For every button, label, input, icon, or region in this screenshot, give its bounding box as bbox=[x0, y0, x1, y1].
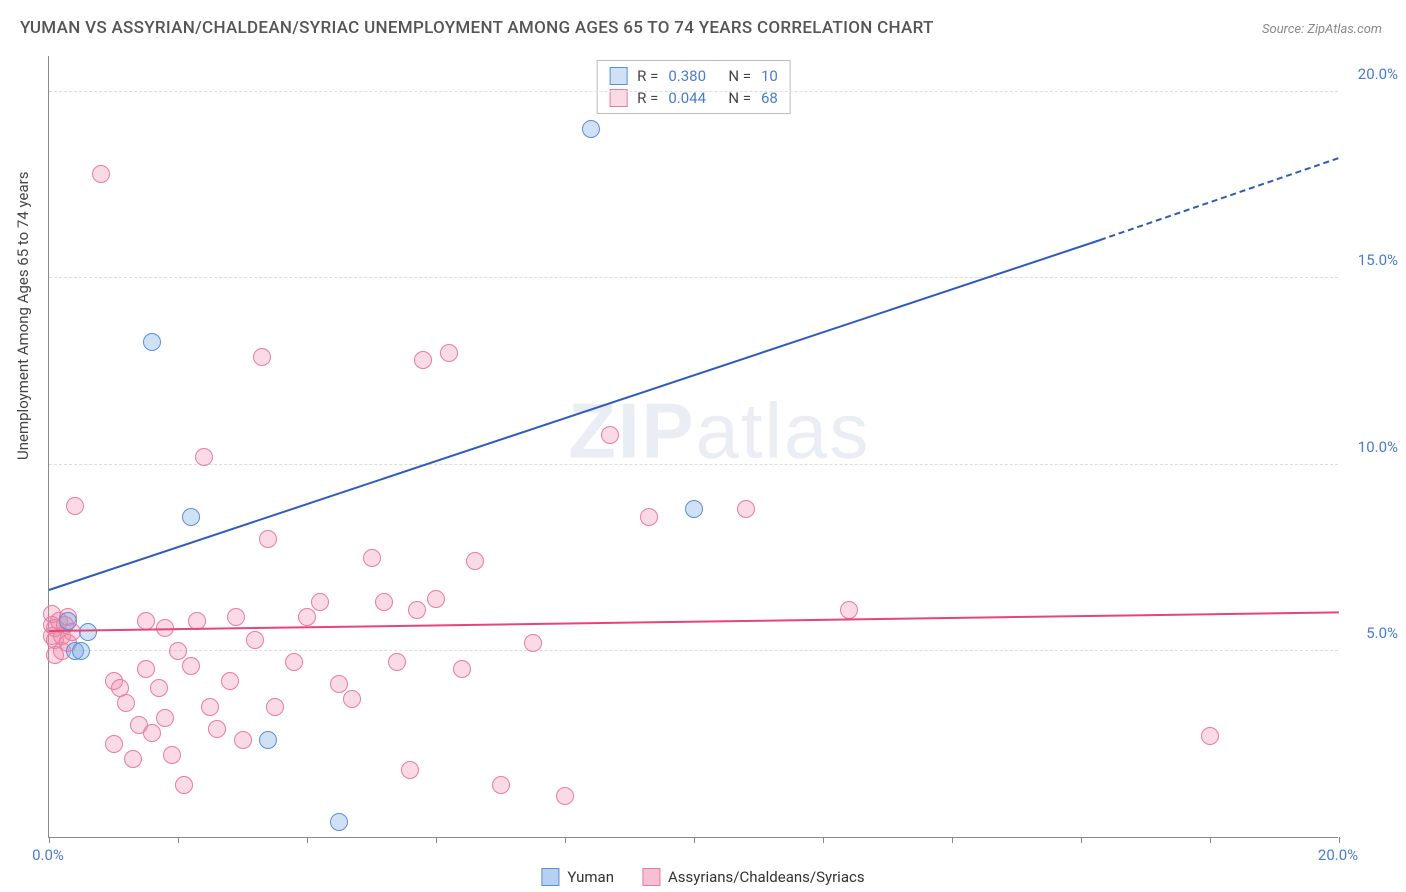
x-tick bbox=[49, 837, 50, 843]
y-tick-label: 20.0% bbox=[1344, 65, 1398, 83]
scatter-point bbox=[408, 601, 426, 619]
scatter-point bbox=[259, 731, 277, 749]
stat-r-value: 0.380 bbox=[668, 67, 718, 85]
scatter-point bbox=[375, 593, 393, 611]
scatter-point bbox=[414, 351, 432, 369]
legend-item: Yuman bbox=[541, 868, 614, 886]
scatter-point bbox=[143, 333, 161, 351]
scatter-point bbox=[221, 672, 239, 690]
scatter-point bbox=[92, 165, 110, 183]
scatter-point bbox=[524, 634, 542, 652]
stats-row: R = 0.380 N = 10 bbox=[609, 65, 778, 87]
x-tick-label: 0.0% bbox=[32, 846, 64, 864]
scatter-point bbox=[79, 623, 97, 641]
legend: Yuman Assyrians/Chaldeans/Syriacs bbox=[541, 868, 864, 886]
scatter-point bbox=[259, 530, 277, 548]
scatter-point bbox=[840, 601, 858, 619]
scatter-point bbox=[143, 724, 161, 742]
legend-label: Assyrians/Chaldeans/Syriacs bbox=[668, 868, 865, 886]
x-tick bbox=[565, 837, 566, 843]
scatter-point bbox=[453, 660, 471, 678]
scatter-point bbox=[685, 500, 703, 518]
scatter-point bbox=[1201, 727, 1219, 745]
legend-item: Assyrians/Chaldeans/Syriacs bbox=[642, 868, 865, 886]
scatter-point bbox=[227, 608, 245, 626]
scatter-point bbox=[105, 735, 123, 753]
legend-label: Yuman bbox=[567, 868, 614, 886]
correlation-stats-box: R =0.380N =10R =0.044N =68 bbox=[596, 60, 791, 114]
scatter-point bbox=[163, 746, 181, 764]
scatter-point bbox=[246, 631, 264, 649]
scatter-point bbox=[124, 750, 142, 768]
source-attribution: Source: ZipAtlas.com bbox=[1262, 22, 1382, 37]
stat-n-label: N = bbox=[728, 67, 751, 85]
scatter-point bbox=[640, 508, 658, 526]
scatter-plot-area: ZIPatlas R =0.380N =10R =0.044N =68 5.0%… bbox=[48, 56, 1338, 838]
series-swatch bbox=[609, 67, 627, 85]
x-tick bbox=[952, 837, 953, 843]
scatter-point bbox=[156, 709, 174, 727]
y-tick-label: 5.0% bbox=[1344, 624, 1398, 642]
scatter-point bbox=[182, 508, 200, 526]
scatter-point bbox=[737, 500, 755, 518]
x-tick bbox=[823, 837, 824, 843]
scatter-point bbox=[137, 660, 155, 678]
scatter-point bbox=[150, 679, 168, 697]
x-tick bbox=[694, 837, 695, 843]
watermark-light: atlas bbox=[696, 386, 871, 474]
scatter-point bbox=[466, 552, 484, 570]
scatter-point bbox=[298, 608, 316, 626]
watermark-bold: ZIP bbox=[568, 386, 695, 474]
x-tick bbox=[436, 837, 437, 843]
y-axis-label: Unemployment Among Ages 65 to 74 years bbox=[14, 172, 32, 460]
stat-n-value: 10 bbox=[761, 67, 778, 85]
trend-line bbox=[49, 239, 1101, 591]
scatter-point bbox=[427, 590, 445, 608]
x-tick bbox=[307, 837, 308, 843]
scatter-point bbox=[363, 549, 381, 567]
scatter-point bbox=[66, 497, 84, 515]
scatter-point bbox=[201, 698, 219, 716]
scatter-point bbox=[182, 657, 200, 675]
x-tick-label: 20.0% bbox=[1318, 846, 1358, 864]
gridline-h bbox=[49, 464, 1338, 465]
gridline-h bbox=[49, 650, 1338, 651]
chart-title: YUMAN VS ASSYRIAN/CHALDEAN/SYRIAC UNEMPL… bbox=[20, 18, 934, 38]
scatter-point bbox=[117, 694, 135, 712]
legend-swatch bbox=[541, 868, 559, 886]
scatter-point bbox=[169, 642, 187, 660]
scatter-point bbox=[401, 761, 419, 779]
stat-r-label: R = bbox=[637, 67, 658, 85]
scatter-point bbox=[440, 344, 458, 362]
scatter-point bbox=[285, 653, 303, 671]
trend-line bbox=[1100, 157, 1339, 241]
gridline-h bbox=[49, 91, 1338, 92]
legend-swatch bbox=[642, 868, 660, 886]
scatter-point bbox=[311, 593, 329, 611]
scatter-point bbox=[59, 612, 77, 630]
x-tick bbox=[1081, 837, 1082, 843]
scatter-point bbox=[343, 690, 361, 708]
scatter-point bbox=[72, 642, 90, 660]
y-tick-label: 15.0% bbox=[1344, 251, 1398, 269]
x-tick bbox=[178, 837, 179, 843]
scatter-point bbox=[175, 776, 193, 794]
scatter-point bbox=[330, 813, 348, 831]
scatter-point bbox=[137, 612, 155, 630]
y-tick-label: 10.0% bbox=[1344, 438, 1398, 456]
scatter-point bbox=[195, 448, 213, 466]
scatter-point bbox=[234, 731, 252, 749]
scatter-point bbox=[492, 776, 510, 794]
scatter-point bbox=[208, 720, 226, 738]
x-tick bbox=[1210, 837, 1211, 843]
scatter-point bbox=[253, 348, 271, 366]
gridline-h bbox=[49, 277, 1338, 278]
scatter-point bbox=[330, 675, 348, 693]
scatter-point bbox=[601, 426, 619, 444]
scatter-point bbox=[388, 653, 406, 671]
x-tick bbox=[1339, 837, 1340, 843]
scatter-point bbox=[266, 698, 284, 716]
scatter-point bbox=[556, 787, 574, 805]
scatter-point bbox=[582, 120, 600, 138]
